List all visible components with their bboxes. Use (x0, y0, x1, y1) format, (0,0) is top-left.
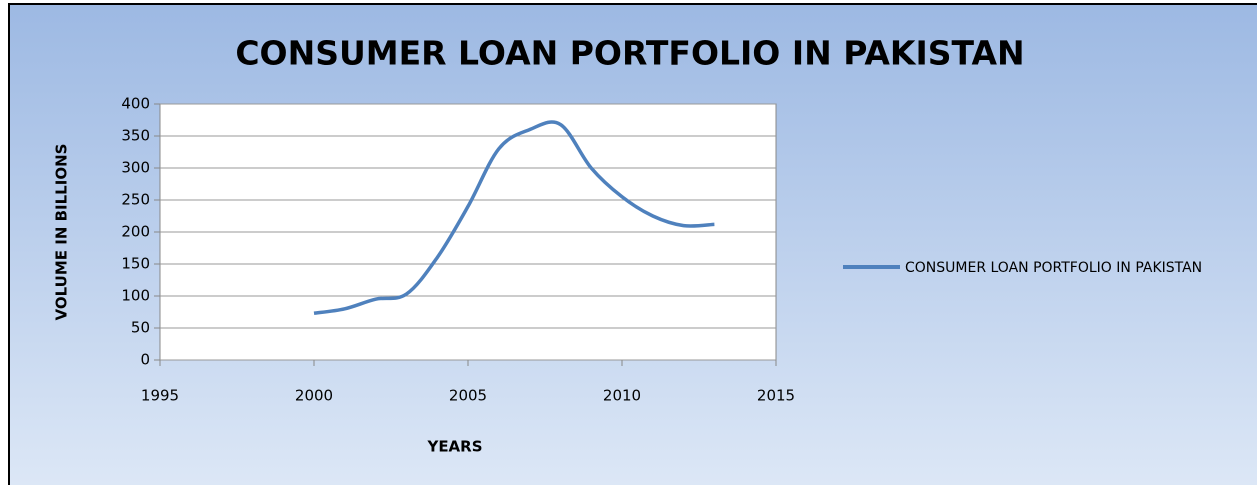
chart-title: CONSUMER LOAN PORTFOLIO IN PAKISTAN (235, 34, 1024, 73)
y-tick-label: 0 (140, 351, 150, 369)
x-tick-label: 1995 (141, 387, 179, 405)
y-tick-label: 50 (131, 319, 150, 337)
y-tick-label: 100 (121, 287, 150, 305)
data-line (313, 120, 715, 316)
y-tick-label: 350 (121, 127, 150, 145)
y-tick-label: 400 (121, 95, 150, 113)
y-tick-label: 150 (121, 255, 150, 273)
y-axis-label: VOLUME IN BILLIONS (53, 144, 71, 321)
x-tick-label: 2010 (603, 387, 641, 405)
y-tick-label: 250 (121, 191, 150, 209)
y-tick-label: 300 (121, 159, 150, 177)
x-tick-label: 2000 (295, 387, 333, 405)
x-axis-label: YEARS (426, 438, 482, 456)
y-tick-label: 200 (121, 223, 150, 241)
x-tick-label: 2015 (757, 387, 795, 405)
legend-label: CONSUMER LOAN PORTFOLIO IN PAKISTAN (905, 260, 1203, 276)
x-tick-label: 2005 (449, 387, 487, 405)
